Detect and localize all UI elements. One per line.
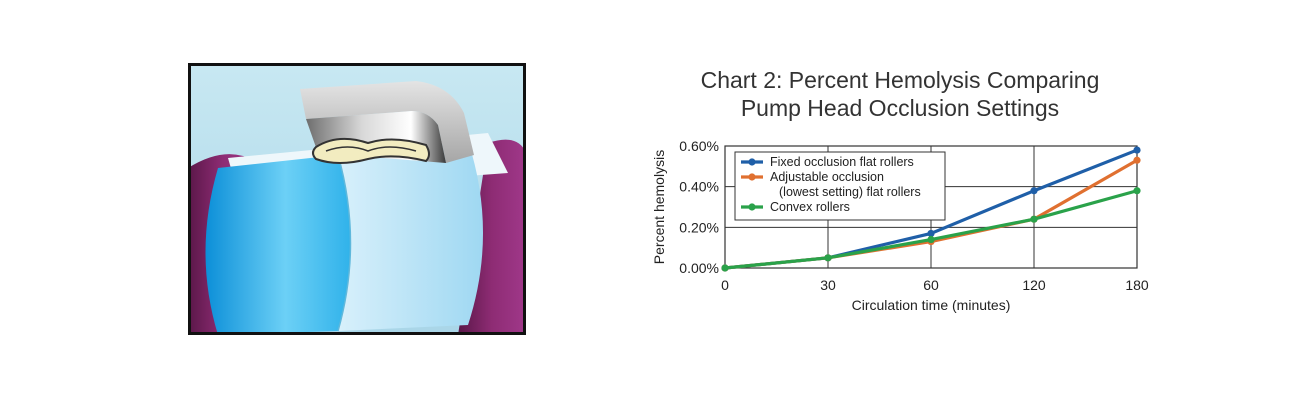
chart-title-line-2: Pump Head Occlusion Settings xyxy=(740,95,1060,121)
data-point-s3-2 xyxy=(927,235,935,244)
data-point-s2-4 xyxy=(1133,156,1141,164)
data-point-s3-0 xyxy=(721,264,729,272)
y-axis-label: Percent hemolysis xyxy=(651,150,667,264)
chart-title-line-1: Chart 2: Percent Hemolysis Comparing xyxy=(700,67,1100,93)
y-tick-label: 0.20% xyxy=(679,219,719,235)
y-tick-label: 0.60% xyxy=(679,138,719,154)
plot-border xyxy=(724,145,1138,269)
data-point-s1-4 xyxy=(1133,146,1141,154)
legend-label-2-0: Adjustable occlusion xyxy=(770,170,884,184)
x-tick-label: 120 xyxy=(1022,277,1046,293)
hemolysis-chart: Chart 2: Percent Hemolysis Comparing Pum… xyxy=(640,55,1160,335)
legend-label-3-0: Convex rollers xyxy=(770,200,850,214)
data-point-s3-4 xyxy=(1133,187,1141,195)
data-point-s1-2 xyxy=(927,229,935,238)
data-point-s3-1 xyxy=(824,254,832,262)
data-point-s3-3 xyxy=(1030,215,1038,223)
legend-box xyxy=(734,151,946,221)
x-axis-label: Circulation time (minutes) xyxy=(852,297,1011,313)
legend-label-2-1: (lowest setting) flat rollers xyxy=(779,185,921,199)
line-chart: 0.00% 0.20% 0.40% 0.60% 0 30 60 120 180 Circulati… xyxy=(651,138,1149,313)
y-tick-label: 0.00% xyxy=(679,260,719,276)
legend-swatch-dot-2 xyxy=(748,173,756,181)
pump-roller-illustration xyxy=(188,63,526,335)
data-point-s1-3 xyxy=(1030,187,1038,195)
pump-roller-drawing xyxy=(188,63,526,335)
x-tick-label: 180 xyxy=(1125,277,1149,293)
x-tick-label: 60 xyxy=(923,277,939,293)
legend-label-1-0: Fixed occlusion flat rollers xyxy=(770,155,914,169)
x-tick-label: 30 xyxy=(820,277,836,293)
legend-swatch-dot-3 xyxy=(748,203,756,211)
x-tick-label: 0 xyxy=(721,277,729,293)
y-tick-label: 0.40% xyxy=(679,179,719,195)
legend-swatch-dot-1 xyxy=(748,158,756,166)
